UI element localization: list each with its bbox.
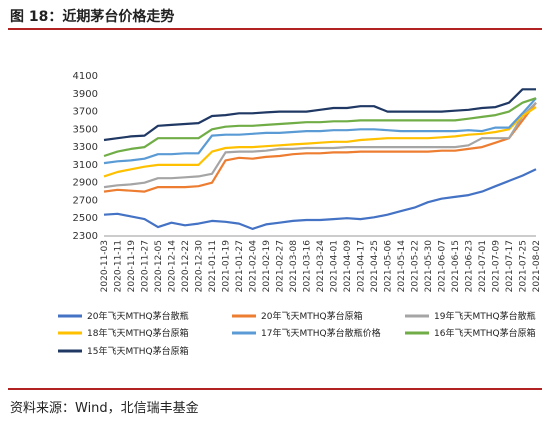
x-tick-label: 2020-12-22 — [181, 240, 191, 292]
x-tick-label: 2021-07-01 — [478, 240, 488, 292]
y-tick-label: 4100 — [73, 71, 98, 82]
x-tick-label: 2021-05-14 — [397, 240, 407, 293]
series-line-5 — [103, 97, 537, 165]
x-tick-label: 2021-06-23 — [465, 240, 475, 292]
x-tick-label: 2021-04-25 — [370, 240, 380, 292]
x-tick-label: 2021-03-16 — [303, 240, 313, 293]
legend-label: 18年飞天MTHQ茅台原箱 — [87, 327, 189, 339]
series-line-6 — [103, 97, 537, 158]
y-tick-label: 3100 — [73, 160, 98, 171]
legend-label: 20年飞天MTHQ茅台散瓶 — [87, 310, 189, 322]
x-tick-label: 2021-02-27 — [276, 240, 286, 292]
legend-label: 19年飞天MTHQ茅台散瓶 — [434, 310, 536, 322]
x-tick-label: 2021-03-24 — [316, 240, 326, 293]
series-line-1 — [103, 168, 537, 230]
y-tick-label: 2300 — [73, 231, 98, 242]
y-tick-label: 2900 — [73, 178, 98, 189]
x-tick-label: 2020-11-11 — [114, 240, 124, 292]
series-line-2 — [103, 102, 537, 193]
x-tick-label: 2021-02-19 — [262, 240, 272, 293]
series-line-7 — [103, 88, 536, 142]
x-tick-label: 2021-07-17 — [505, 240, 515, 292]
x-tick-label: 2021-05-22 — [411, 240, 421, 292]
x-tick-label: 2021-02-04 — [249, 240, 259, 293]
x-tick-label: 2021-03-08 — [289, 240, 299, 293]
series-line-3 — [103, 101, 537, 189]
x-tick-label: 2021-05-06 — [384, 240, 394, 293]
series-line-4 — [103, 106, 537, 178]
legend-label: 20年飞天MTHQ茅台原箱 — [261, 310, 363, 322]
x-tick-label: 2020-11-03 — [100, 240, 110, 292]
x-tick-label: 2020-11-19 — [127, 240, 137, 293]
legend-label: 16年飞天MTHQ茅台原箱 — [434, 327, 536, 339]
legend-label: 17年飞天MTHQ茅台散瓶价格 — [261, 327, 381, 339]
x-tick-label: 2021-06-15 — [451, 240, 461, 292]
x-tick-label: 2021-07-25 — [519, 240, 529, 292]
y-tick-label: 3500 — [73, 124, 98, 135]
x-tick-label: 2021-04-09 — [343, 240, 353, 293]
x-tick-label: 2021-05-30 — [424, 240, 434, 293]
legend-label: 15年飞天MTHQ茅台原箱 — [87, 345, 189, 357]
x-tick-label: 2021-08-02 — [532, 240, 542, 292]
y-tick-label: 3900 — [73, 89, 98, 100]
y-tick-label: 2500 — [73, 213, 98, 224]
y-tick-label: 3700 — [73, 107, 98, 118]
x-tick-label: 2021-07-09 — [492, 240, 502, 293]
x-tick-label: 2021-04-01 — [330, 240, 340, 292]
top-rule — [8, 28, 542, 30]
x-tick-label: 2020-12-30 — [195, 240, 205, 293]
figure-title: 图 18：近期茅台价格走势 — [10, 9, 175, 25]
x-tick-label: 2021-01-11 — [208, 240, 218, 292]
x-tick-label: 2020-11-27 — [141, 240, 151, 292]
x-tick-label: 2021-01-19 — [222, 240, 232, 293]
x-tick-label: 2020-12-14 — [168, 240, 178, 293]
x-tick-label: 2021-04-17 — [357, 240, 367, 292]
x-tick-label: 2021-06-07 — [438, 240, 448, 292]
x-tick-label: 2020-12-05 — [154, 240, 164, 292]
y-tick-label: 2700 — [73, 195, 98, 206]
y-tick-label: 3300 — [73, 142, 98, 153]
source-note: 资料来源：Wind，北信瑞丰基金 — [10, 401, 199, 416]
bottom-rule — [8, 388, 542, 390]
price-trend-chart: 2300 2500 2700 2900 3100 3300 3500 3700 3900 4100… — [58, 71, 542, 357]
x-tick-label: 2021-01-27 — [235, 240, 245, 292]
